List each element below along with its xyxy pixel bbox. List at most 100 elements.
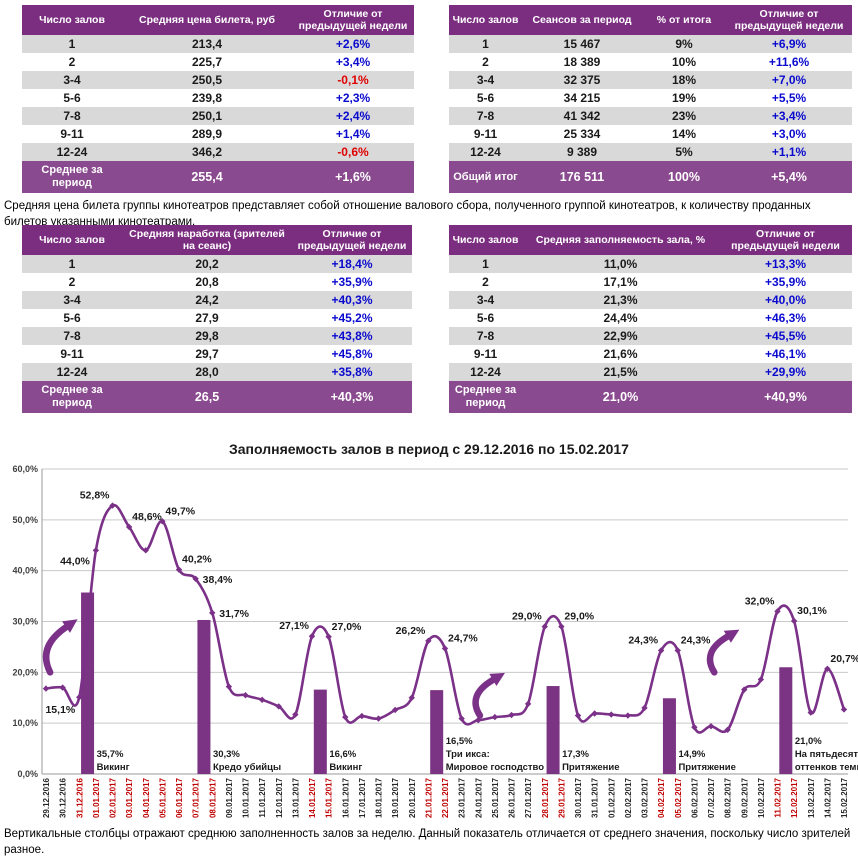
week-bar-label: 16,6% — [329, 749, 356, 760]
data-point-marker — [275, 703, 282, 710]
x-axis-date-label: 22.01.2017 — [441, 777, 450, 818]
trend-cell: +11,6% — [768, 54, 810, 69]
data-cell: 22,9% — [522, 327, 719, 346]
x-axis-date-label: 07.01.2017 — [192, 777, 201, 818]
week-average-bar — [197, 619, 211, 774]
x-axis-date-label: 30.12.2016 — [59, 777, 68, 818]
data-cell: 18 389 — [563, 54, 601, 69]
trend-cell: +1,1% — [726, 143, 852, 162]
week-bar-label: Притяжение — [678, 762, 735, 773]
y-axis-tick-label: 20,0% — [12, 667, 38, 677]
data-point-marker — [674, 647, 681, 654]
x-axis-date-label: 07.02.2017 — [707, 777, 716, 818]
trend-cell: +29,9% — [719, 363, 852, 382]
y-axis-tick-label: 0,0% — [17, 769, 38, 779]
data-table: Число залов Сеансов за период% от итога От… — [449, 5, 852, 194]
data-cell: 25 334 — [563, 126, 601, 141]
week-bar-label: На пятьдесят — [795, 749, 858, 760]
data-point-marker — [524, 700, 532, 708]
x-axis-date-label: 12.02.2017 — [790, 777, 799, 818]
x-axis-date-label: 09.01.2017 — [225, 777, 234, 818]
table-row: 5-6 24,4% +46,3% — [449, 309, 852, 327]
table-row: 9-11 289,9 +1,4% — [22, 125, 414, 143]
total-row: Среднее за период 21,0% +40,9% — [449, 381, 852, 414]
column-header: Отличие от предыдущей недели — [719, 225, 852, 256]
data-point-marker — [508, 711, 515, 719]
x-axis-date-label: 23.01.2017 — [458, 777, 467, 818]
data-cell: 5-6 — [476, 310, 495, 325]
trend-cell: +46,1% — [764, 346, 807, 361]
data-cell: 1 — [449, 35, 522, 54]
table-row: 2 17,1% +35,9% — [449, 273, 852, 291]
total-row: Общий итог 176 511 100% +5,4% — [449, 161, 852, 194]
point-value-label: 29,0% — [512, 611, 542, 623]
point-value-label: 49,7% — [165, 505, 195, 517]
total-cell: Среднее за период — [22, 161, 122, 194]
data-table: Число залов Средняя заполняемость зала, %… — [449, 225, 852, 414]
trend-cell: +45,5% — [719, 327, 852, 346]
trend-cell: +6,9% — [726, 35, 852, 54]
data-cell: 9-11 — [473, 346, 498, 361]
week-bar-label: 21,0% — [795, 736, 822, 747]
point-value-label: 15,1% — [45, 704, 75, 716]
table-row: 3-4 21,3% +40,0% — [449, 291, 852, 310]
x-axis-date-label: 04.01.2017 — [142, 777, 151, 818]
x-axis-date-label: 09.02.2017 — [740, 777, 749, 818]
data-point-marker — [790, 617, 798, 625]
data-point-marker — [258, 696, 266, 703]
column-header: Средняя наработка (зрителей на сеанс) — [122, 225, 292, 256]
x-axis-date-label: 02.01.2017 — [109, 777, 118, 818]
x-axis-date-label: 03.01.2017 — [125, 777, 134, 818]
x-axis-date-label: 01.01.2017 — [92, 777, 101, 818]
data-cell: 41 342 — [522, 107, 642, 126]
point-value-label: 31,7% — [219, 608, 249, 620]
data-cell: 7-8 — [449, 327, 522, 346]
header-row: Число залов Сеансов за период% от итога От… — [449, 5, 852, 36]
table-row: 1 11,0% +13,3% — [449, 255, 852, 274]
data-cell: 3-4 — [22, 291, 122, 310]
chart-footnote: Вертикальные столбцы отражают среднюю за… — [4, 828, 851, 856]
point-value-label: 40,2% — [182, 554, 212, 566]
data-cell: 2 — [482, 54, 489, 69]
table-row: 12-24 346,2 -0,6% — [22, 143, 414, 162]
x-axis-date-label: 28.01.2017 — [541, 777, 550, 818]
table-row: 7-8 22,9% +45,5% — [449, 327, 852, 346]
table-row: 3-4 24,2 +40,3% — [22, 291, 412, 310]
point-value-label: 24,7% — [448, 632, 478, 644]
sessions-table: Число залов Сеансов за период% от итога От… — [449, 5, 852, 194]
data-cell: 10% — [671, 54, 697, 69]
x-axis-date-label: 11.02.2017 — [774, 777, 783, 817]
week-average-bar — [662, 698, 676, 774]
data-cell: 2 — [68, 54, 76, 69]
table-row: 3-4 250,5 -0,1% — [22, 71, 414, 90]
table-row: 12-24 21,5% +29,9% — [449, 363, 852, 382]
data-point-marker — [608, 711, 615, 718]
data-point-marker — [42, 685, 50, 692]
week-bar-label: Викинг — [97, 762, 130, 773]
data-cell: 14% — [671, 126, 697, 141]
data-cell: 12-24 — [449, 143, 522, 162]
point-value-label: 30,1% — [797, 605, 827, 617]
trend-cell: +2,6% — [292, 35, 414, 54]
point-value-label: 20,7% — [830, 653, 858, 665]
trend-cell: -0,6% — [292, 143, 414, 162]
x-axis-date-label: 13.01.2017 — [291, 777, 300, 818]
point-value-label: 32,0% — [745, 595, 775, 607]
data-cell: 9 389 — [522, 143, 642, 162]
column-header: Сеансов за период — [522, 5, 642, 36]
week-bar-label: Притяжение — [562, 762, 619, 773]
column-header: % от итога — [642, 5, 726, 36]
x-axis-date-label: 08.01.2017 — [208, 777, 217, 818]
total-cell: Среднее за период — [449, 381, 522, 414]
point-value-label: 48,6% — [132, 511, 162, 523]
x-axis-date-label: 10.02.2017 — [757, 777, 766, 818]
total-cell: +40,9% — [719, 381, 852, 414]
data-cell: 7-8 — [22, 327, 122, 346]
trend-cell: +1,4% — [335, 126, 371, 141]
trend-cell: +40,3% — [292, 291, 412, 310]
total-cell: Среднее за период — [22, 381, 122, 414]
column-header: Отличие от предыдущей недели — [292, 225, 412, 256]
avg-price-note: Средняя цена билета группы кинотеатров п… — [4, 200, 811, 228]
data-point-marker — [707, 723, 715, 730]
trend-cell: +35,9% — [764, 274, 807, 289]
